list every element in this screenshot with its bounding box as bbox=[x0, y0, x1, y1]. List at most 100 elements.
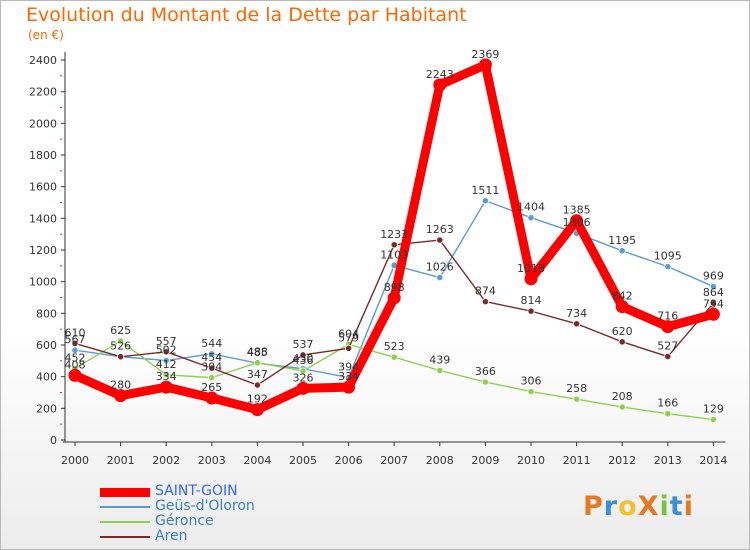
data-label: 280 bbox=[110, 379, 131, 392]
data-label: 1195 bbox=[608, 234, 636, 247]
data-label: 347 bbox=[247, 368, 268, 381]
y-tick-label: 1200 bbox=[29, 244, 57, 257]
data-point bbox=[159, 380, 173, 394]
chart-title: Evolution du Montant de la Dette par Hab… bbox=[26, 4, 467, 26]
data-point bbox=[664, 352, 672, 361]
data-point bbox=[436, 236, 444, 244]
data-point bbox=[208, 350, 216, 358]
data-label: 734 bbox=[566, 307, 587, 320]
y-tick-label: 1400 bbox=[29, 212, 57, 225]
data-label: 1018 bbox=[517, 262, 545, 275]
data-label: 527 bbox=[657, 340, 678, 353]
data-point bbox=[433, 78, 447, 92]
x-tick-label: 2011 bbox=[563, 454, 591, 467]
data-point bbox=[71, 339, 79, 348]
logo-letter: P bbox=[583, 491, 604, 522]
data-point bbox=[481, 378, 489, 386]
data-label: 567 bbox=[65, 333, 86, 346]
legend-label: Geüs-d'Oloron bbox=[155, 498, 255, 514]
data-point bbox=[706, 307, 720, 321]
data-label: 2243 bbox=[426, 68, 454, 81]
data-label: 1095 bbox=[654, 250, 682, 263]
data-point bbox=[250, 403, 264, 417]
data-label: 454 bbox=[201, 351, 222, 364]
data-label: 544 bbox=[201, 337, 222, 350]
data-point bbox=[709, 299, 718, 307]
data-point bbox=[299, 367, 307, 375]
data-label: 1385 bbox=[563, 204, 591, 217]
data-point bbox=[615, 300, 629, 314]
x-tick-label: 2009 bbox=[471, 454, 499, 467]
chart-subtitle: (en €) bbox=[28, 28, 64, 42]
data-point bbox=[342, 380, 356, 394]
x-tick-label: 2004 bbox=[243, 454, 271, 467]
data-label: 334 bbox=[156, 370, 177, 383]
data-label: 129 bbox=[703, 403, 724, 416]
data-label: 452 bbox=[65, 351, 86, 364]
x-tick-label: 2010 bbox=[517, 454, 545, 467]
data-point bbox=[253, 381, 261, 389]
data-point bbox=[208, 364, 216, 372]
data-label: 366 bbox=[475, 365, 496, 378]
data-label: 192 bbox=[247, 393, 268, 406]
x-tick-label: 2005 bbox=[289, 454, 317, 467]
data-point bbox=[527, 214, 535, 222]
data-label: 450 bbox=[293, 352, 314, 365]
y-tick-label: 800 bbox=[36, 307, 57, 320]
data-point bbox=[162, 356, 170, 365]
data-label: 1404 bbox=[517, 201, 545, 214]
logo-letter: r bbox=[603, 491, 619, 522]
data-point bbox=[253, 359, 261, 367]
data-label: 394 bbox=[201, 361, 222, 374]
x-tick-label: 2008 bbox=[426, 454, 454, 467]
data-label: 898 bbox=[384, 281, 405, 294]
x-tick-label: 2012 bbox=[608, 454, 636, 467]
legend-label: Géronce bbox=[155, 513, 214, 529]
y-tick-label: 200 bbox=[36, 402, 57, 415]
data-point bbox=[387, 291, 401, 305]
logo-letter: i bbox=[659, 491, 670, 522]
data-point bbox=[71, 346, 79, 354]
data-label: 620 bbox=[612, 325, 633, 338]
y-tick-label: 1000 bbox=[29, 276, 57, 289]
x-tick-label: 2007 bbox=[380, 454, 408, 467]
data-label: 166 bbox=[657, 397, 678, 410]
data-label: 523 bbox=[384, 340, 405, 353]
data-point bbox=[572, 320, 581, 328]
data-label: 408 bbox=[65, 358, 86, 371]
data-label: 436 bbox=[293, 354, 314, 367]
data-point bbox=[208, 374, 216, 382]
data-label: 1306 bbox=[563, 216, 591, 229]
data-point bbox=[299, 351, 307, 359]
data-point bbox=[296, 381, 310, 395]
data-label: 874 bbox=[475, 285, 496, 298]
data-point bbox=[664, 410, 672, 418]
data-label: 306 bbox=[521, 375, 542, 388]
data-point bbox=[527, 307, 535, 315]
data-point bbox=[709, 415, 718, 424]
data-point bbox=[709, 282, 718, 291]
y-tick-label: 600 bbox=[36, 339, 57, 352]
data-label: 969 bbox=[703, 270, 724, 283]
y-tick-label: 1800 bbox=[29, 149, 57, 162]
logo-letter: i bbox=[683, 491, 694, 522]
data-point bbox=[390, 241, 398, 249]
data-label: 1103 bbox=[380, 248, 408, 261]
data-point bbox=[524, 272, 538, 286]
data-label: 1026 bbox=[426, 261, 454, 274]
x-tick-label: 2002 bbox=[152, 454, 180, 467]
y-tick-label: 2400 bbox=[29, 54, 57, 67]
data-label: 439 bbox=[429, 353, 450, 366]
logo-letter: X bbox=[637, 491, 660, 522]
y-tick-label: 2200 bbox=[29, 86, 57, 99]
data-label: 326 bbox=[293, 371, 314, 384]
legend-swatch bbox=[100, 506, 150, 508]
data-point bbox=[478, 58, 492, 72]
data-label: 1233 bbox=[380, 228, 408, 241]
data-label: 604 bbox=[338, 327, 359, 340]
data-point bbox=[162, 371, 170, 379]
data-label: 2369 bbox=[471, 48, 499, 61]
data-point bbox=[114, 389, 128, 403]
